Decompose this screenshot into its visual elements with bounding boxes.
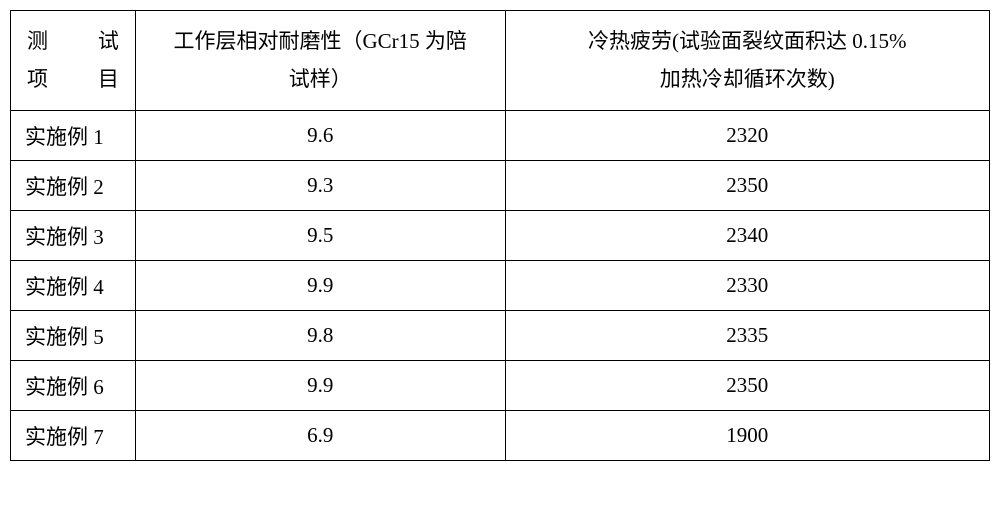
header-line2: 试样） (148, 61, 493, 99)
row-label: 实施例 1 (11, 111, 136, 161)
wear-value: 9.9 (135, 261, 505, 311)
header-cell-wear: 工作层相对耐磨性（GCr15 为陪 试样） (135, 11, 505, 111)
wear-value: 9.3 (135, 161, 505, 211)
wear-value: 6.9 (135, 411, 505, 461)
header-line1: 工作层相对耐磨性（GCr15 为陪 (148, 23, 493, 61)
header-line2: 项目 (27, 61, 119, 99)
header-line1: 冷热疲劳(试验面裂纹面积达 0.15% (518, 23, 977, 61)
fatigue-value: 2340 (505, 211, 989, 261)
row-label: 实施例 5 (11, 311, 136, 361)
header-line1: 测试 (27, 23, 119, 61)
fatigue-value: 1900 (505, 411, 989, 461)
row-label: 实施例 7 (11, 411, 136, 461)
wear-value: 9.6 (135, 111, 505, 161)
fatigue-value: 2320 (505, 111, 989, 161)
table-row: 实施例 4 9.9 2330 (11, 261, 990, 311)
data-table: 测试 项目 工作层相对耐磨性（GCr15 为陪 试样） 冷热疲劳(试验面裂纹面积… (10, 10, 990, 461)
table-row: 实施例 7 6.9 1900 (11, 411, 990, 461)
row-label: 实施例 2 (11, 161, 136, 211)
row-label: 实施例 3 (11, 211, 136, 261)
header-line2: 加热冷却循环次数) (518, 61, 977, 99)
fatigue-value: 2350 (505, 361, 989, 411)
table-row: 实施例 1 9.6 2320 (11, 111, 990, 161)
header-row: 测试 项目 工作层相对耐磨性（GCr15 为陪 试样） 冷热疲劳(试验面裂纹面积… (11, 11, 990, 111)
table-row: 实施例 6 9.9 2350 (11, 361, 990, 411)
wear-value: 9.9 (135, 361, 505, 411)
table-row: 实施例 5 9.8 2335 (11, 311, 990, 361)
wear-value: 9.8 (135, 311, 505, 361)
fatigue-value: 2330 (505, 261, 989, 311)
table-body: 实施例 1 9.6 2320 实施例 2 9.3 2350 实施例 3 9.5 … (11, 111, 990, 461)
table-row: 实施例 2 9.3 2350 (11, 161, 990, 211)
table-row: 实施例 3 9.5 2340 (11, 211, 990, 261)
row-label: 实施例 4 (11, 261, 136, 311)
fatigue-value: 2335 (505, 311, 989, 361)
header-cell-test-item: 测试 项目 (11, 11, 136, 111)
row-label: 实施例 6 (11, 361, 136, 411)
fatigue-value: 2350 (505, 161, 989, 211)
wear-value: 9.5 (135, 211, 505, 261)
header-cell-fatigue: 冷热疲劳(试验面裂纹面积达 0.15% 加热冷却循环次数) (505, 11, 989, 111)
